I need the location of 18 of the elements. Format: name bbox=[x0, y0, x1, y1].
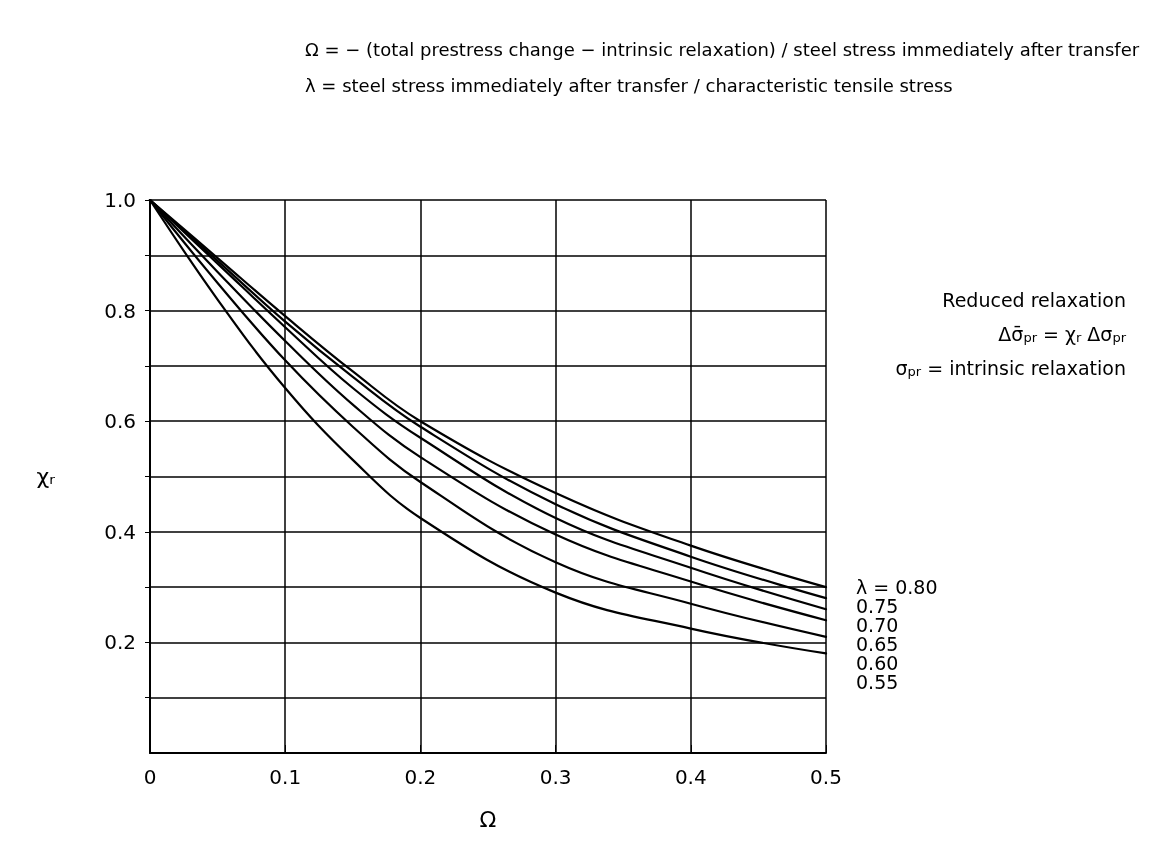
y-tick-label: 0.4 bbox=[104, 519, 136, 544]
y-tick-label: 0.8 bbox=[104, 298, 136, 323]
x-tick-label: 0.3 bbox=[539, 765, 572, 789]
text: Δσ̄pr = χr Δσpr bbox=[998, 322, 1127, 345]
x-tick-label: 0.5 bbox=[810, 765, 842, 789]
text: σpr = intrinsic relaxation bbox=[895, 356, 1127, 379]
x-tick-label: 0 bbox=[143, 765, 157, 789]
x-tick-label: 0.4 bbox=[674, 765, 707, 789]
chart-subtitle: λ = steel stress immediately after transfer / characteristic tensile stress bbox=[305, 74, 953, 96]
x-tick-label: 0.1 bbox=[269, 765, 302, 789]
y-tick-label: 1.0 bbox=[104, 188, 136, 212]
text: Reduced relaxation bbox=[942, 288, 1127, 311]
y-tick-label: 0.2 bbox=[104, 630, 136, 655]
x-axis-title: Ω bbox=[479, 806, 497, 832]
chart-title: Ω = − (total prestress change − intrinsic relaxation) / steel stress immediately after transfer bbox=[305, 38, 1140, 60]
y-tick-label: 0.6 bbox=[104, 409, 136, 434]
x-tick-label: 0.2 bbox=[404, 765, 437, 789]
y-axis-title: χᵣ bbox=[36, 464, 56, 489]
